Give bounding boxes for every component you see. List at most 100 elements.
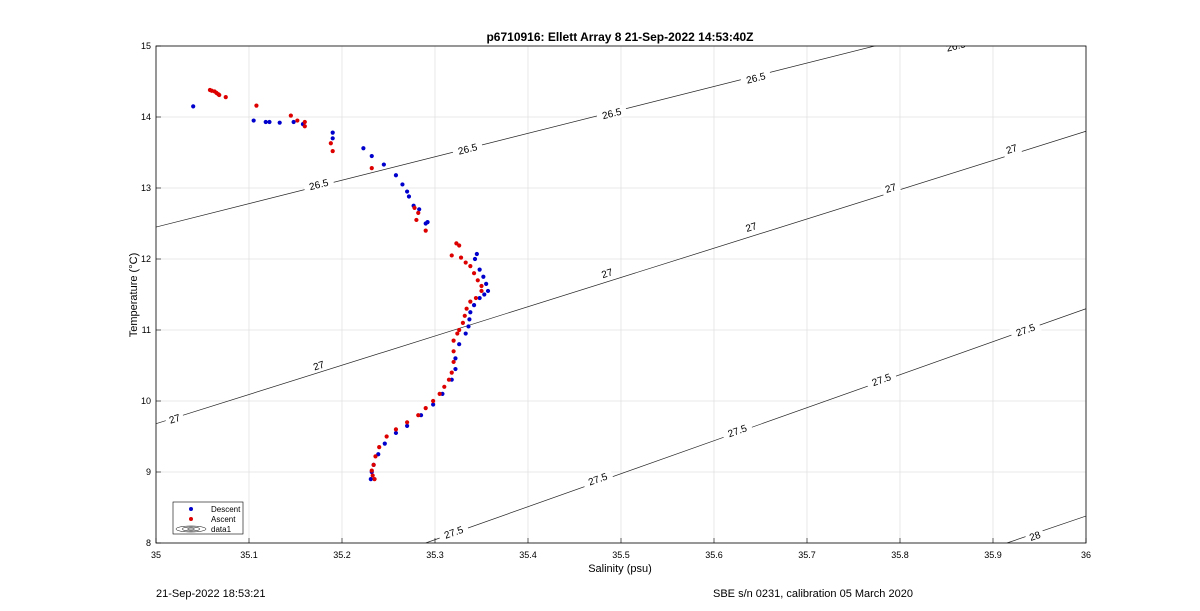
data-point xyxy=(479,283,484,289)
y-axis-label: Temperature (°C) xyxy=(128,253,140,337)
data-point xyxy=(451,338,456,343)
data-point xyxy=(471,303,477,308)
contour-label-bg xyxy=(1024,527,1046,543)
contour-label: 26.5 xyxy=(945,39,967,55)
data-point xyxy=(191,104,196,109)
data-point xyxy=(330,148,335,154)
legend-label-descent: Descent xyxy=(211,505,241,514)
contour-label-bg xyxy=(302,174,335,194)
x-tick-label: 36 xyxy=(1081,550,1091,560)
y-tick-label: 9 xyxy=(146,467,151,477)
data-point xyxy=(479,288,484,294)
contour-line-27 xyxy=(156,130,1086,425)
series-descent xyxy=(191,104,491,482)
data-point xyxy=(463,260,468,265)
y-tick-label: 10 xyxy=(141,396,151,406)
contour-label-bg xyxy=(880,179,902,197)
data-point xyxy=(405,189,410,194)
data-point xyxy=(328,141,333,146)
contour-label: 27 xyxy=(1005,143,1019,157)
data-point xyxy=(457,342,462,347)
data-point xyxy=(460,320,465,325)
legend-label-data1: data1 xyxy=(211,525,232,534)
data-point xyxy=(417,207,422,212)
legend-marker-descent xyxy=(189,507,193,511)
contour-label: 26.5 xyxy=(308,178,330,194)
contour-label: 27 xyxy=(884,182,898,196)
contour-label: 27 xyxy=(312,359,326,373)
contour-label: 26.5 xyxy=(745,71,767,87)
x-tick-label: 35 xyxy=(151,550,161,560)
density-contours: 26.5 26.5 26.5 26.5 26.5 27 27 27 27 27 27 27.5 27.5… xyxy=(156,39,1086,544)
data-point xyxy=(372,477,377,482)
data-point xyxy=(416,413,421,418)
data-point xyxy=(446,377,452,382)
contour-label-bg xyxy=(739,68,772,88)
x-tick-label: 35.1 xyxy=(240,550,258,560)
data-point xyxy=(451,349,456,354)
contour-label-bg xyxy=(939,46,972,56)
contour-label: 26.5 xyxy=(457,142,479,158)
data-point xyxy=(457,327,462,333)
data-point xyxy=(277,120,282,125)
contour-label: 26.5 xyxy=(601,107,623,123)
data-point xyxy=(453,356,458,361)
footer-calibration: SBE s/n 0231, calibration 05 March 2020 xyxy=(713,588,913,600)
data-point xyxy=(330,136,335,141)
data-point xyxy=(423,406,428,411)
contour-label-bg xyxy=(437,521,470,543)
legend: Descent Ascent data1 xyxy=(172,501,244,535)
data-point xyxy=(393,427,399,432)
legend-contour-icon xyxy=(175,525,207,533)
data-point xyxy=(368,477,373,482)
data-point xyxy=(373,454,378,459)
contour-label: 27.5 xyxy=(727,423,749,440)
data-point xyxy=(381,162,386,167)
data-point xyxy=(291,119,296,125)
contour-label: 28 xyxy=(1028,530,1042,544)
contour-label: 27.5 xyxy=(1015,322,1037,339)
y-tick-label: 11 xyxy=(142,325,151,335)
data-point xyxy=(471,271,477,276)
contour-label-bg xyxy=(164,410,185,428)
legend-label-ascent: Ascent xyxy=(211,515,236,524)
data-point xyxy=(475,278,480,283)
x-tick-label: 35.5 xyxy=(612,550,630,560)
data-point xyxy=(330,130,335,135)
y-tick-label: 8 xyxy=(146,538,151,548)
data-series xyxy=(191,87,491,482)
data-point xyxy=(416,210,421,215)
x-tick-label: 35.9 xyxy=(984,550,1002,560)
x-tick-label: 35.2 xyxy=(333,550,351,560)
contour-label-bg xyxy=(596,264,618,282)
y-tick-label: 13 xyxy=(141,183,151,193)
data-point xyxy=(467,317,472,322)
data-point xyxy=(484,281,489,286)
y-tick-label: 14 xyxy=(141,112,151,122)
data-point xyxy=(462,313,467,318)
data-point xyxy=(393,430,399,436)
data-point xyxy=(431,398,436,404)
data-point xyxy=(423,228,428,233)
data-point xyxy=(361,146,366,151)
contour-label: 27 xyxy=(600,267,614,281)
data-point xyxy=(414,217,419,223)
data-point xyxy=(405,423,410,428)
data-point xyxy=(302,124,307,129)
data-point xyxy=(254,103,259,108)
data-point xyxy=(369,153,374,159)
contour-label-bg xyxy=(865,369,898,391)
x-tick-label: 35.8 xyxy=(891,550,909,560)
legend-marker-ascent xyxy=(189,517,193,521)
data-point xyxy=(217,92,222,98)
data-point xyxy=(371,462,376,467)
y-tick-label: 12 xyxy=(141,254,151,264)
x-tick-label: 35.4 xyxy=(519,550,537,560)
axis-ticks: 35 35.1 35.2 35.3 35.4 35.5 35.6 35.7 35.8 35.9 36… xyxy=(141,41,1091,560)
data-point xyxy=(263,119,268,125)
data-point xyxy=(449,370,454,375)
data-point xyxy=(474,251,479,257)
contour-label-bg xyxy=(451,139,484,159)
y-tick-label: 15 xyxy=(141,41,151,51)
data-point xyxy=(251,118,256,123)
